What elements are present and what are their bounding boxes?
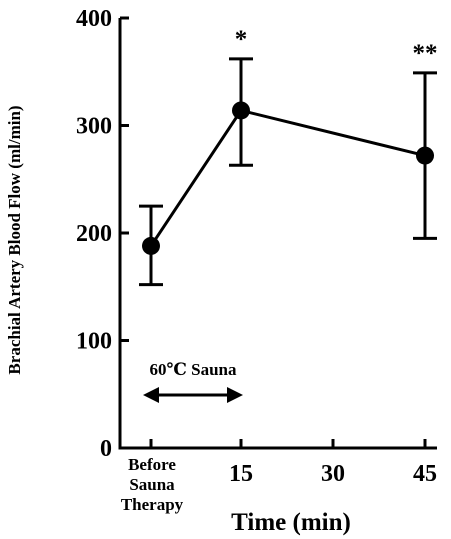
significance-mark: ** [413,40,438,67]
y-tick-label: 400 [76,6,112,32]
y-tick-label: 100 [76,329,112,355]
x-tick-label: 30 [321,461,345,487]
data-point [416,146,434,165]
sauna-arrow-head-right [227,387,243,403]
sauna-annotation: 60℃ Sauna [143,360,243,403]
x-tick-label: 45 [413,461,437,487]
x-tick-label: 15 [229,461,253,487]
series-line [149,108,426,247]
y-tick-label: 300 [76,114,112,140]
y-axis-title: Brachial Artery Blood Flow (ml/min) [5,105,24,374]
y-tick-label: 200 [76,221,112,247]
y-tick-label: 0 [100,436,112,462]
significance-mark: * [235,26,248,53]
sauna-annotation-label: 60℃ Sauna [150,360,237,379]
x-tick-label-baseline: Therapy [121,495,184,514]
x-tick-label-baseline: Sauna [129,475,175,494]
data-point [142,236,160,255]
series: *** [139,26,438,287]
axes [118,16,437,450]
x-axis-title: Time (min) [231,509,351,536]
sauna-arrow-head-left [143,387,159,403]
x-tick-label-baseline: Before [128,455,176,474]
data-point [232,101,250,120]
